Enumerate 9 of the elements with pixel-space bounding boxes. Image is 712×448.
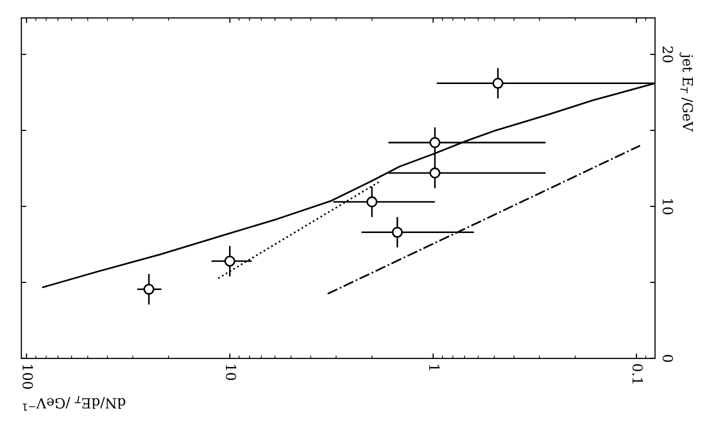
x-tick-label: 1 [429,364,440,370]
x-tick-label: 10 [226,364,236,380]
y-axis-title: jet E$_{T}$ /GeV [680,52,694,132]
x-tick-label: 100 [22,364,33,389]
x-axis-title: dN/dE$_{T}$ /GeV$^{−1}$ [22,396,126,411]
y-tick-label: 0 [662,354,674,362]
y-tick-label: 20 [662,46,674,62]
y-tick-label: 10 [662,199,674,214]
x-tick-label: 0.1 [632,364,643,384]
